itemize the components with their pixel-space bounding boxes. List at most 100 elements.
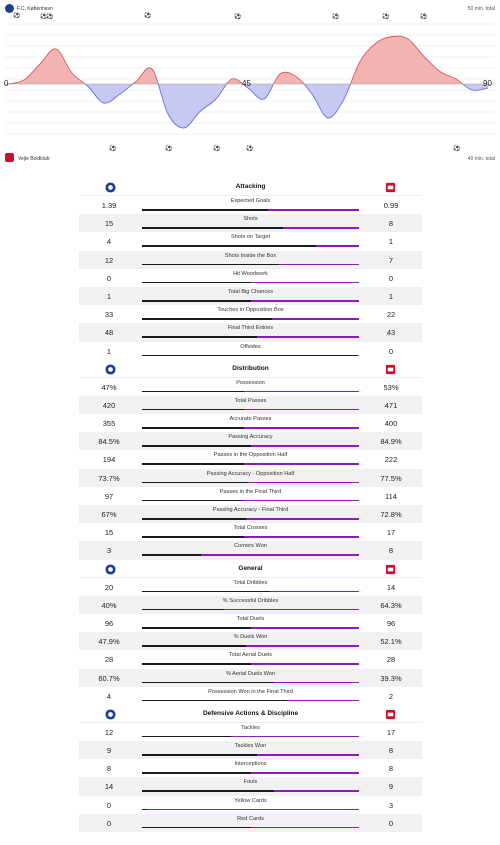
away-stat-value: 400 bbox=[384, 419, 398, 429]
away-team-name: Vejle Boldklub bbox=[18, 156, 50, 162]
stat-row: 14 Fouls 9 bbox=[79, 777, 422, 796]
event-icon[interactable]: ⚽ bbox=[382, 14, 390, 20]
away-momentum-area-line bbox=[8, 84, 489, 129]
home-stat-value: 47.9% bbox=[98, 637, 120, 647]
vejle-crest-icon bbox=[385, 709, 396, 719]
stat-row: 8 Interceptions 8 bbox=[79, 759, 422, 777]
event-icon[interactable]: ⚽ bbox=[40, 14, 48, 20]
away-stat-value: 1 bbox=[388, 237, 394, 247]
away-stat-bar bbox=[274, 790, 359, 793]
away-stat-bar bbox=[200, 554, 359, 556]
stat-label: Expected Goals bbox=[230, 198, 271, 204]
stat-label: Possession bbox=[236, 379, 265, 386]
stat-label: Passes in the Final Third bbox=[219, 488, 282, 495]
home-stat-value: 1 bbox=[106, 291, 112, 301]
event-icon[interactable]: ⚽ bbox=[109, 146, 117, 152]
home-stat-bar bbox=[142, 681, 275, 684]
home-stat-bar bbox=[142, 209, 268, 211]
event-icon[interactable]: ⚽ bbox=[332, 14, 340, 20]
stat-row: 355 Accurate Passes 400 bbox=[79, 414, 422, 432]
section-header: Defensive Actions & Discipline bbox=[79, 705, 422, 723]
stat-label: Passes in the Opposition Half bbox=[213, 452, 288, 459]
stat-label: Final Third Entries bbox=[227, 325, 274, 332]
away-stat-value: 52.1% bbox=[380, 637, 402, 647]
section-title: Defensive Actions & Discipline bbox=[202, 709, 299, 717]
stat-label: Tackles Won bbox=[234, 743, 267, 750]
away-stat-value: 0 bbox=[388, 818, 394, 828]
home-stat-value: 96 bbox=[104, 618, 114, 628]
stat-row: 15 Total Crosses 17 bbox=[79, 523, 422, 541]
home-stat-value: 4 bbox=[106, 691, 112, 701]
away-stat-bar bbox=[272, 318, 359, 320]
stat-label: Interceptions bbox=[234, 761, 267, 768]
away-stat-bar bbox=[243, 390, 359, 393]
away-stat-value: 114 bbox=[385, 491, 397, 501]
home-stat-bar bbox=[142, 518, 247, 520]
home-stat-bar bbox=[142, 427, 244, 429]
stat-row: 3 Corners Won 8 bbox=[79, 541, 422, 560]
away-stat-value: 9 bbox=[388, 782, 394, 792]
fck-crest-icon bbox=[105, 182, 116, 193]
home-stat-bar bbox=[142, 645, 247, 647]
away-stat-value: 0.99 bbox=[383, 201, 399, 210]
stat-label: % Successful Dribbles bbox=[222, 597, 279, 604]
stat-row: 15 Shots 8 bbox=[79, 214, 422, 233]
home-stat-value: 40% bbox=[101, 600, 117, 610]
stat-row: 1.39 Expected Goals 0.99 bbox=[79, 196, 422, 214]
home-stat-value: 194 bbox=[102, 455, 116, 465]
home-stat-bar bbox=[142, 245, 316, 247]
away-stat-value: 8 bbox=[388, 219, 394, 229]
away-stat-value: 471 bbox=[384, 400, 398, 410]
event-icon[interactable]: ⚽ bbox=[246, 146, 254, 152]
section-header: General bbox=[79, 560, 422, 578]
away-stat-value: 72.8% bbox=[380, 510, 402, 519]
away-stat-bar bbox=[246, 518, 359, 520]
event-icon[interactable]: ⚽ bbox=[13, 13, 21, 19]
stat-label: Corners Won bbox=[234, 543, 267, 550]
stat-row: 47% Possession 53% bbox=[79, 378, 422, 396]
home-stat-value: 60.7% bbox=[98, 673, 120, 683]
vejle-crest-icon bbox=[385, 564, 396, 574]
away-stat-value: 64.3% bbox=[380, 600, 402, 610]
stat-label: Touches in Opposition Box bbox=[217, 307, 284, 314]
event-icon[interactable]: ⚽ bbox=[213, 146, 221, 152]
home-stat-value: 15 bbox=[104, 528, 114, 538]
away-stat-value: 7 bbox=[388, 255, 394, 265]
event-icon[interactable]: ⚽ bbox=[453, 146, 461, 152]
event-icon[interactable]: ⚽ bbox=[165, 146, 173, 152]
momentum-chart: F.C. København 50 min. total Vejle Boldk… bbox=[0, 0, 500, 168]
away-stat-value: 28 bbox=[386, 655, 396, 665]
home-stat-value: 0 bbox=[106, 818, 112, 828]
event-icon[interactable]: ⚽ bbox=[46, 14, 54, 20]
stat-row: 67% Passing Accuracy - Final Third 72.8% bbox=[79, 505, 422, 524]
stat-label: Tackles bbox=[241, 724, 260, 731]
stat-label: Passing Accuracy - Opposition Half bbox=[206, 470, 295, 477]
stat-row: 20 Total Dribbles 14 bbox=[79, 578, 422, 596]
axis-end-label: 90 bbox=[483, 79, 492, 88]
away-stat-value: 17 bbox=[386, 727, 396, 737]
vejle-crest-icon bbox=[385, 364, 396, 374]
event-icon[interactable]: ⚽ bbox=[144, 13, 152, 19]
stat-row: 9 Tackles Won 8 bbox=[79, 741, 422, 760]
home-stat-bar bbox=[142, 663, 251, 665]
stat-row: 420 Total Passes 471 bbox=[79, 395, 422, 415]
away-stat-bar bbox=[243, 427, 359, 429]
away-stat-value: 0 bbox=[388, 346, 394, 356]
event-icon[interactable]: ⚽ bbox=[234, 14, 242, 20]
home-momentum-area-line bbox=[7, 35, 464, 84]
away-stat-value: 77.5% bbox=[380, 473, 402, 483]
home-minutes-total: 50 min. total bbox=[467, 6, 495, 12]
away-stat-bar bbox=[230, 735, 359, 738]
away-stat-value: 17 bbox=[386, 528, 396, 538]
home-stat-value: 0 bbox=[106, 800, 112, 810]
home-stat-bar bbox=[142, 227, 284, 229]
event-icon[interactable]: ⚽ bbox=[420, 14, 428, 20]
away-stat-bar bbox=[241, 499, 359, 502]
stat-label: Total Aerial Duels bbox=[228, 652, 273, 659]
vejle-crest-icon bbox=[385, 182, 396, 193]
home-stat-value: 20 bbox=[104, 582, 114, 592]
away-stat-bar bbox=[246, 645, 359, 647]
away-stat-bar bbox=[250, 281, 359, 284]
stat-row: 1 Total Big Chances 1 bbox=[79, 286, 422, 306]
away-stat-bar bbox=[270, 590, 359, 593]
